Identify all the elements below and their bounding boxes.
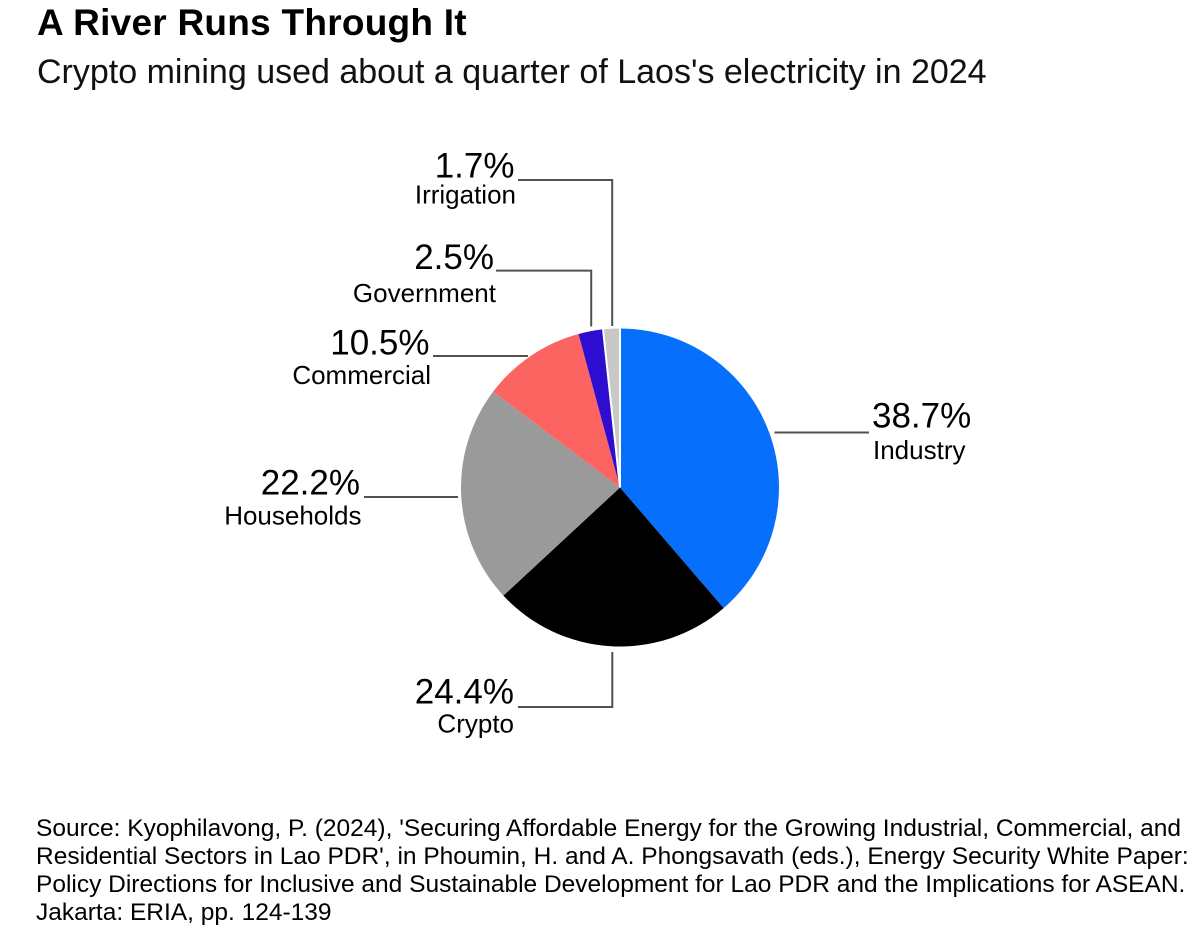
svg-text:10.5%: 10.5% [330,324,429,363]
svg-text:Crypto: Crypto [437,709,514,739]
svg-text:Commercial: Commercial [292,360,431,390]
svg-text:Government: Government [353,278,497,308]
svg-text:24.4%: 24.4% [415,673,514,712]
svg-text:38.7%: 38.7% [872,397,971,436]
svg-text:22.2%: 22.2% [261,464,360,503]
svg-text:1.7%: 1.7% [435,147,515,186]
svg-text:2.5%: 2.5% [414,238,494,277]
svg-text:Irrigation: Irrigation [415,180,516,210]
svg-text:Industry: Industry [873,435,966,465]
svg-text:Households: Households [224,501,361,531]
